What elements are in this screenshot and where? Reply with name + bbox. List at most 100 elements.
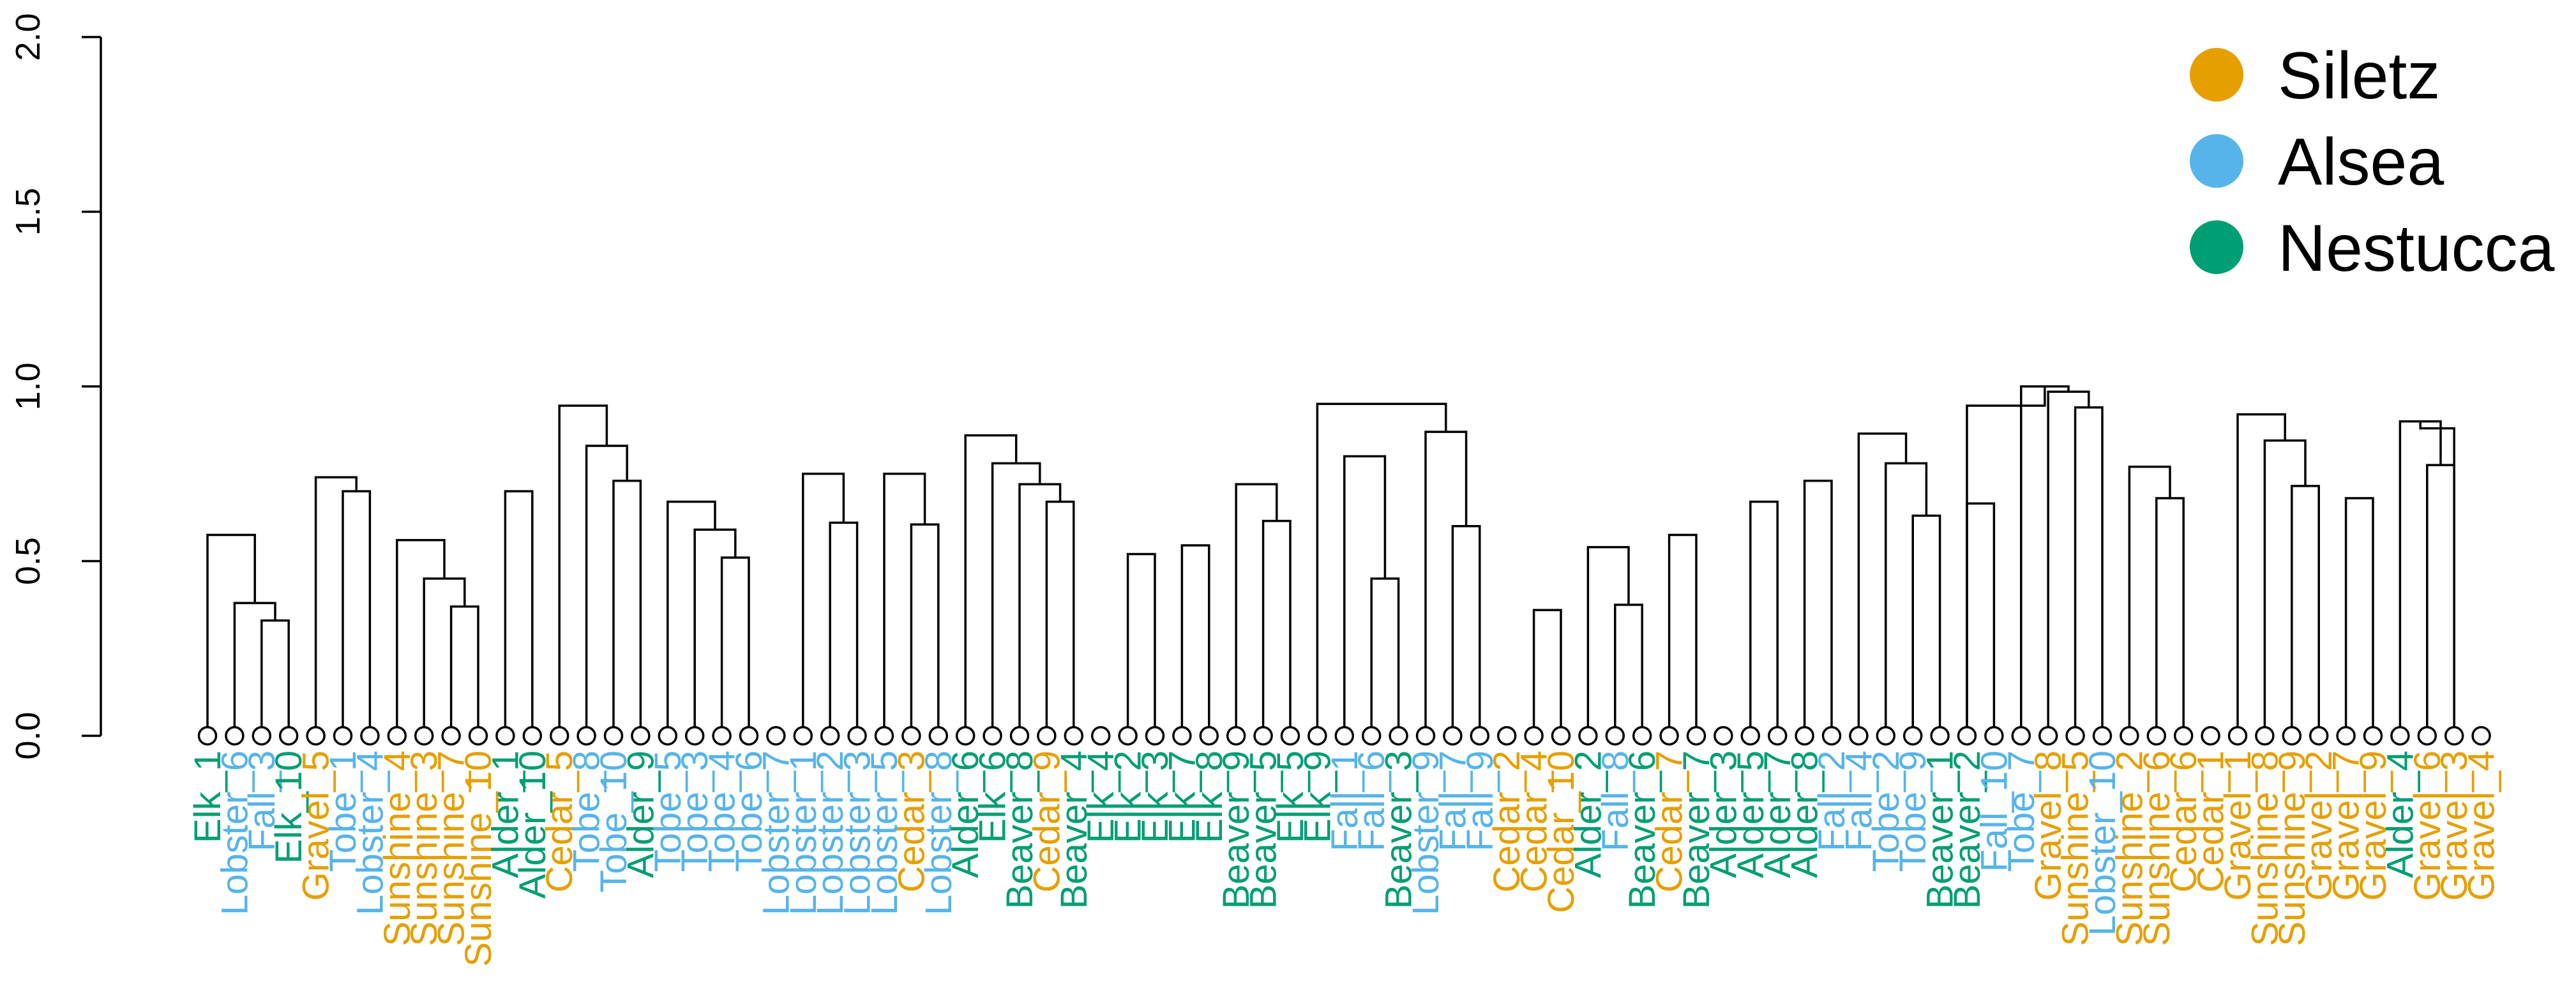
dendrogram-branch bbox=[1803, 479, 1833, 736]
dendrogram-branch bbox=[1126, 552, 1156, 736]
dendrogram-branch bbox=[2263, 439, 2307, 736]
leaf-label: Alder_7 bbox=[1757, 750, 1798, 878]
dendrogram-branch bbox=[829, 521, 859, 736]
leaf-node bbox=[2227, 726, 2248, 746]
leaf-node bbox=[955, 726, 975, 746]
leaf-node bbox=[549, 726, 569, 746]
leaf-label: Lobster_1 bbox=[783, 750, 824, 915]
dendrogram-branch bbox=[964, 434, 1018, 736]
dendrogram-branch bbox=[1749, 500, 1779, 736]
dendrogram-branch bbox=[2047, 390, 2090, 736]
leaf-label: Beaver_3 bbox=[1378, 750, 1420, 909]
leaf-label: Tobe_7 bbox=[2001, 750, 2042, 872]
dendrogram-branch bbox=[1045, 500, 1075, 736]
leaf-node bbox=[1605, 726, 1625, 746]
leaf-label: Tobe_1 bbox=[322, 750, 364, 872]
leaf-node bbox=[1307, 726, 1327, 746]
leaf-node bbox=[1984, 726, 2004, 746]
leaf-node bbox=[2336, 726, 2356, 746]
leaf-node bbox=[1443, 726, 1463, 746]
dendrogram-branch bbox=[206, 533, 256, 736]
dendrogram-branch bbox=[883, 473, 926, 736]
leaf-node bbox=[1037, 726, 1057, 746]
leaf-node bbox=[2201, 726, 2220, 746]
leaf-label: Lobster_6 bbox=[214, 750, 255, 915]
leaf-label: Cedar_10 bbox=[1540, 750, 1582, 913]
leaf-label: Sunshine_6 bbox=[2136, 750, 2178, 946]
leaf-node bbox=[1902, 726, 1923, 746]
leaf-label: Elk_5 bbox=[1270, 750, 1311, 843]
leaf-node bbox=[1821, 726, 1842, 746]
legend-label: Alsea bbox=[2278, 125, 2444, 199]
y-tick-label: 2.0 bbox=[9, 13, 47, 61]
leaf-label: Alder_10 bbox=[512, 750, 554, 899]
leaf-node bbox=[1957, 726, 1977, 746]
leaf-label: Sunshine_2 bbox=[2109, 750, 2150, 946]
leaf-node bbox=[1632, 726, 1652, 746]
leaf-node bbox=[2471, 726, 2491, 746]
leaf-label: Fall_7 bbox=[1432, 750, 1473, 851]
dendrogram-branch bbox=[2074, 406, 2104, 736]
leaf-node bbox=[2173, 726, 2194, 746]
leaf-label: Lobster_9 bbox=[1405, 750, 1447, 915]
leaf-node bbox=[2282, 726, 2302, 746]
leaf-node bbox=[793, 726, 813, 746]
leaf-node bbox=[739, 726, 759, 746]
leaf-label: Cedar_7 bbox=[1649, 750, 1691, 892]
leaf-label: Elk_9 bbox=[1297, 750, 1338, 843]
leaf-labels: Elk_1Lobster_6Fall_3Elk_10Gravel_5Tobe_1… bbox=[187, 750, 2503, 967]
dendrogram-branch bbox=[585, 445, 628, 736]
leaf-node bbox=[1496, 726, 1517, 746]
leaf-label: Alder_4 bbox=[2379, 750, 2421, 878]
leaf-node bbox=[847, 726, 867, 746]
dendrogram-branch bbox=[1885, 462, 1928, 736]
leaf-label: Fall_1 bbox=[1324, 750, 1366, 851]
leaf-label: Tobe_2 bbox=[1865, 750, 1907, 872]
leaf-node bbox=[1361, 726, 1382, 746]
leaf-label: Elk_8 bbox=[1189, 750, 1230, 843]
leaf-label: Sunshine_5 bbox=[2055, 750, 2097, 946]
leaf-label: Elk_1 bbox=[187, 750, 229, 843]
leaf-node bbox=[901, 726, 921, 746]
leaf-node bbox=[1930, 726, 1950, 746]
leaf-node bbox=[2038, 726, 2058, 746]
leaf-label: Fall_4 bbox=[1838, 750, 1879, 851]
dendrogram-branch bbox=[504, 490, 534, 736]
leaf-node bbox=[1767, 726, 1788, 746]
leaf-label: Alder_8 bbox=[1784, 750, 1826, 878]
leaf-node bbox=[1064, 726, 1084, 746]
leaf-label: Fall_3 bbox=[241, 750, 283, 851]
leaf-label: Elk_6 bbox=[972, 750, 1014, 843]
leaf-node bbox=[2120, 726, 2139, 746]
leaf-label: Gravel_8 bbox=[2028, 750, 2069, 901]
leaf-node bbox=[1009, 726, 1030, 746]
leaf-label: Lobster_4 bbox=[349, 750, 391, 915]
leaf-node bbox=[333, 726, 353, 746]
leaf-node bbox=[928, 726, 949, 746]
leaf-label: Beaver_8 bbox=[999, 750, 1041, 909]
leaf-label: Beaver_9 bbox=[1216, 750, 1257, 909]
leaf-label: Alder_9 bbox=[620, 750, 661, 878]
leaf-label: Lobster_2 bbox=[810, 750, 851, 915]
leaf-node bbox=[2309, 726, 2329, 746]
leaf-node bbox=[278, 726, 299, 746]
leaf-node bbox=[387, 726, 407, 746]
leaf-label: Elk_3 bbox=[1134, 750, 1176, 843]
leaf-label: Lobster_5 bbox=[864, 750, 905, 915]
leaf-label: Alder_2 bbox=[1567, 750, 1609, 878]
leaf-node bbox=[1389, 726, 1408, 746]
dendrogram-branch bbox=[1586, 545, 1630, 736]
leaf-label: Elk_7 bbox=[1161, 750, 1203, 843]
leaf-label: Alder_6 bbox=[945, 750, 986, 878]
dendrogram-branch bbox=[1857, 432, 1908, 736]
legend-swatch bbox=[2190, 48, 2243, 102]
dendrogram-branch bbox=[1668, 533, 1698, 736]
legend-swatch bbox=[2190, 134, 2243, 188]
y-tick-label: 1.0 bbox=[9, 362, 47, 410]
leaf-label: Lobster_8 bbox=[918, 750, 960, 915]
dendrogram-branch bbox=[1424, 430, 1468, 736]
leaf-node bbox=[197, 726, 218, 746]
dendrogram-branch bbox=[260, 619, 290, 736]
leaf-node bbox=[1172, 726, 1192, 746]
leaf-node bbox=[1524, 726, 1544, 746]
